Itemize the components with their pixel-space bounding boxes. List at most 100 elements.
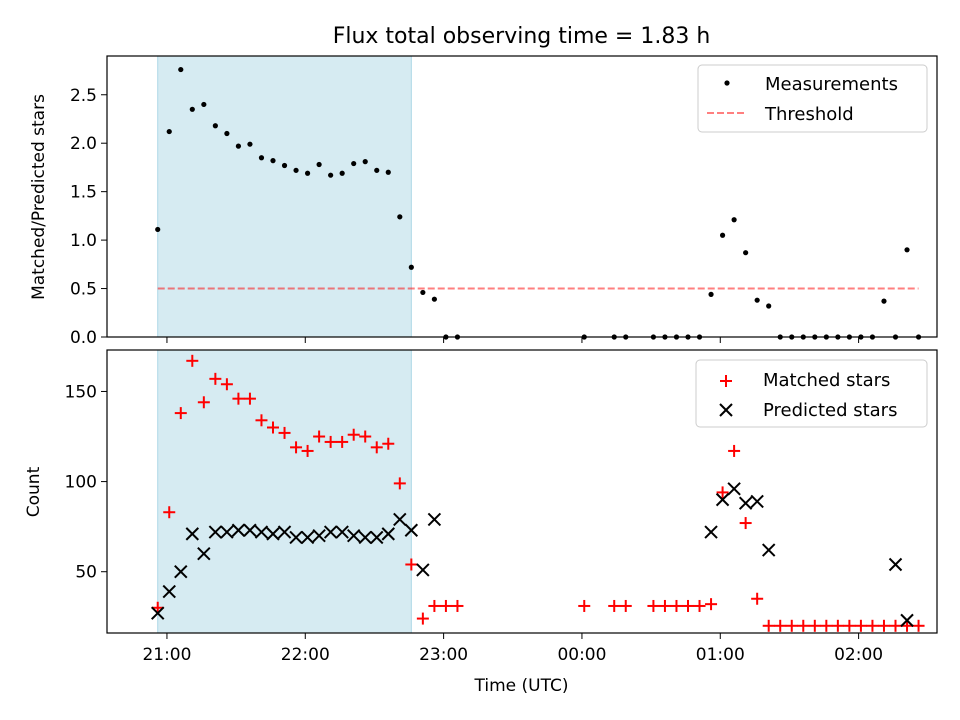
top-legend: Measurements Threshold — [697, 64, 928, 133]
top-y-tick-label: 0.0 — [70, 328, 97, 348]
predicted-point — [888, 557, 903, 572]
bottom-x-ticks: 21:00 22:00 23:00 00:00 01:00 02:00 — [142, 633, 883, 665]
matched-point — [820, 619, 833, 632]
measurement-point — [247, 141, 253, 147]
predicted-point — [323, 525, 338, 539]
predicted-point — [312, 528, 326, 543]
matched-point — [439, 599, 452, 612]
matched-point — [693, 599, 706, 612]
measurement-point — [719, 232, 726, 238]
x-tick-label: 22:00 — [281, 645, 330, 665]
matched-point — [278, 426, 291, 439]
matched-point — [608, 599, 621, 612]
top-y-tick-label: 2.0 — [70, 134, 97, 154]
measurement-point — [731, 217, 737, 223]
matched-point — [912, 619, 925, 632]
measurement-point — [235, 143, 242, 149]
matched-point — [405, 558, 418, 571]
measurement-point — [258, 155, 265, 161]
matched-point — [174, 407, 187, 420]
legend-measurements-label: Measurements — [765, 74, 898, 95]
matched-point — [255, 414, 268, 427]
matched-point — [843, 619, 856, 632]
matched-point — [382, 437, 395, 450]
chart-title: Flux total observing time = 1.83 h — [333, 24, 711, 49]
bottom-y-axis-label: Count — [24, 466, 44, 517]
matched-star-points — [151, 354, 925, 632]
bottom-legend-box — [695, 359, 928, 428]
x-tick-label: 00:00 — [557, 645, 606, 665]
predicted-point — [427, 512, 442, 527]
predicted-point — [300, 530, 315, 545]
matched-point — [243, 392, 256, 405]
top-panel: 0.0 0.5 1.0 1.5 2.0 2.5 Matched/Predicted sta… — [29, 55, 938, 348]
top-legend-box — [697, 64, 928, 133]
measurement-point — [328, 172, 334, 178]
matched-point — [347, 428, 360, 441]
measurement-point — [431, 296, 437, 302]
matched-point — [209, 372, 222, 385]
predicted-point — [393, 512, 407, 527]
predicted-point — [750, 494, 764, 509]
matched-point — [186, 354, 199, 367]
matched-point — [739, 517, 752, 530]
measurement-point — [166, 128, 172, 135]
bottom-y-ticks: 50 100 150 — [65, 382, 107, 583]
legend-predicted-marker — [719, 403, 733, 417]
measurement-point — [304, 170, 311, 176]
measurement-point — [189, 106, 195, 112]
predicted-point — [197, 546, 211, 561]
predicted-point — [277, 525, 292, 539]
legend-predicted-label: Predicted stars — [763, 400, 897, 421]
measurement-point — [212, 123, 218, 129]
bottom-legend: Matched stars Predicted stars — [695, 359, 928, 428]
matched-point — [451, 599, 464, 612]
matched-point — [785, 619, 798, 632]
measurement-point — [270, 158, 276, 164]
matched-point — [336, 435, 349, 448]
matched-point — [428, 599, 441, 612]
top-y-axis-label: Matched/Predicted stars — [29, 94, 49, 300]
measurement-point — [904, 247, 910, 253]
matched-point — [232, 392, 245, 405]
predicted-point — [289, 530, 303, 545]
predicted-point — [704, 525, 718, 539]
measurement-point — [881, 298, 887, 304]
matched-point — [416, 612, 429, 625]
matched-point — [808, 619, 821, 632]
measurement-point — [385, 169, 391, 175]
predicted-point — [174, 565, 188, 579]
matched-point — [705, 598, 718, 611]
bottom-y-tick-label: 50 — [75, 563, 97, 583]
measurement-point — [708, 291, 714, 297]
legend-matched-marker — [720, 375, 732, 387]
bottom-y-tick-label: 100 — [65, 473, 97, 493]
predicted-point — [346, 528, 361, 543]
measurement-point — [351, 160, 357, 167]
measurement-point — [420, 289, 426, 296]
matched-point — [197, 396, 210, 409]
legend-measurement-marker — [724, 80, 730, 86]
predicted-star-points — [151, 482, 914, 628]
predicted-point — [727, 482, 741, 496]
x-tick-label: 23:00 — [419, 645, 468, 665]
matched-point — [359, 430, 372, 443]
measurement-point — [374, 167, 380, 173]
x-tick-label: 01:00 — [696, 645, 745, 665]
top-y-tick-label: 1.5 — [70, 183, 97, 203]
matched-point — [163, 506, 176, 519]
matched-point — [267, 421, 279, 434]
legend-threshold-label: Threshold — [764, 104, 854, 125]
matched-point — [716, 486, 729, 499]
matched-point — [877, 619, 890, 632]
matched-point — [762, 619, 775, 632]
measurement-point — [408, 264, 414, 270]
matched-point — [751, 592, 764, 605]
predicted-point — [151, 606, 165, 620]
top-y-tick-label: 2.5 — [70, 86, 97, 106]
matched-point — [324, 435, 337, 448]
matched-point — [313, 430, 326, 443]
predicted-point — [231, 523, 246, 537]
